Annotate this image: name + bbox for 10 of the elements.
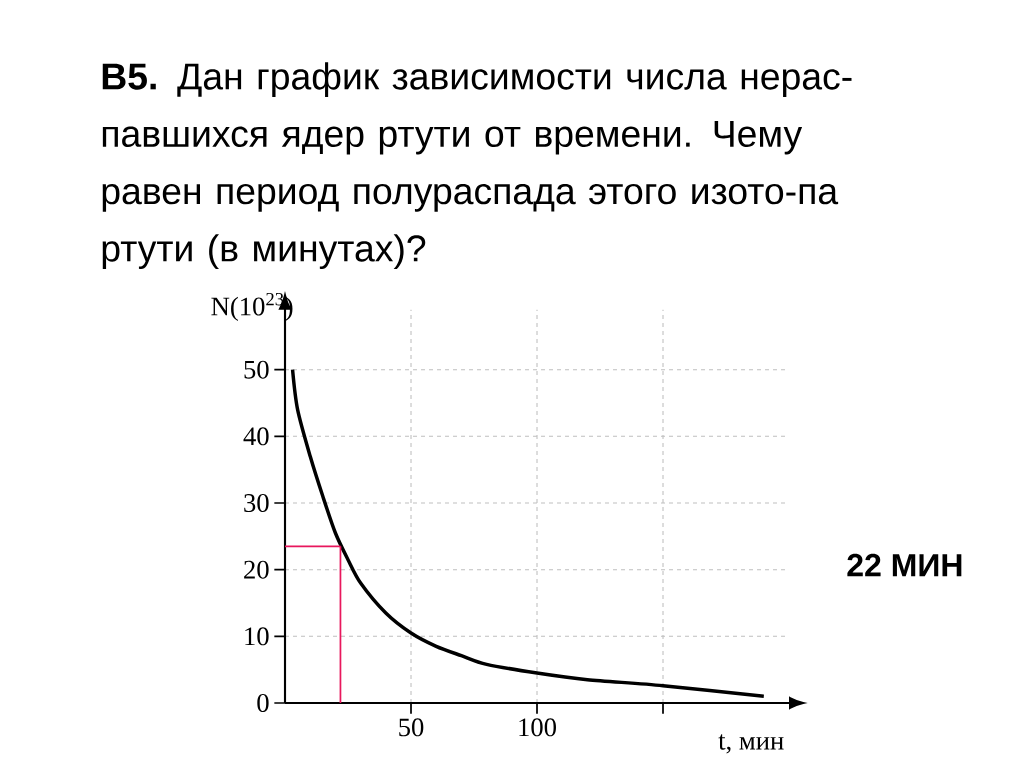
y-tick-label: 50 (244, 360, 269, 379)
y-tick-label: 40 (243, 427, 269, 446)
y-tick-label: 20 (244, 560, 269, 579)
y-tick-label: 30 (244, 494, 269, 512)
chart-title: В5. Дан график зависимости числа нерас-павшихся ядер ртути от времени. Чему равен период полураспада этого изото-па ртути (в минутах)? (102, 62, 852, 270)
x-axis-title: t, мин (718, 734, 784, 754)
y-tick-label: 10 (245, 627, 269, 646)
y-tick-label: 0 (257, 694, 269, 712)
text: 22 МИН (847, 553, 962, 577)
x-tick-label: 100 (519, 718, 556, 737)
